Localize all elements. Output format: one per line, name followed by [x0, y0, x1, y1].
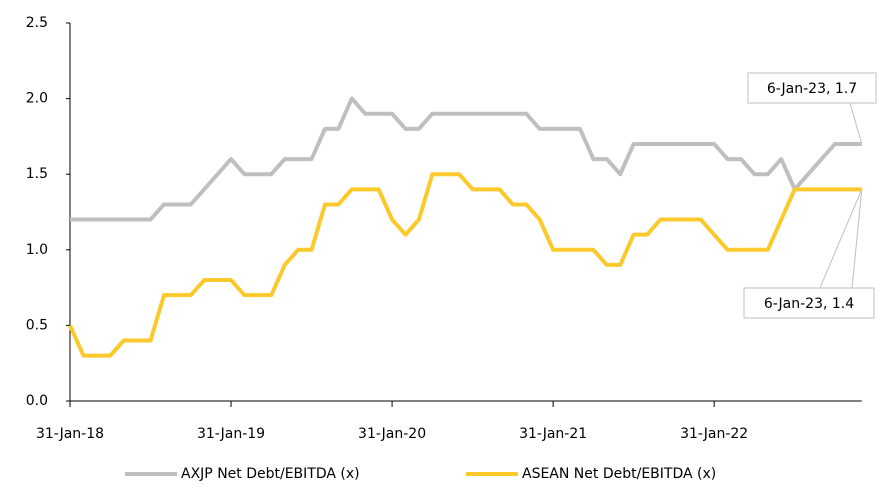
x-tick-label: 31-Jan-19 — [197, 426, 265, 442]
y-tick-label: 1.5 — [26, 166, 48, 182]
y-tick-label: 0.5 — [26, 317, 48, 333]
annotation-box — [747, 72, 877, 104]
annotation: 6-Jan-23, 1.4 — [764, 296, 854, 312]
leader-line — [819, 189, 863, 289]
x-tick-label: 31-Jan-20 — [358, 426, 426, 442]
x-tick-label: 31-Jan-21 — [519, 426, 587, 442]
leader-line — [849, 102, 863, 145]
series-line — [70, 96, 862, 222]
y-tick-label: 0.0 — [26, 393, 48, 409]
x-tick-label: 31-Jan-22 — [680, 426, 748, 442]
legend-label: ASEAN Net Debt/EBITDA (x) — [522, 466, 716, 482]
y-tick-label: 2.5 — [26, 15, 48, 31]
legend-label: AXJP Net Debt/EBITDA (x) — [181, 466, 360, 482]
series-line — [68, 172, 862, 358]
leader-line — [851, 189, 863, 289]
annotation: 6-Jan-23, 1.7 — [767, 81, 857, 97]
x-tick-label: 31-Jan-18 — [36, 426, 104, 442]
annotation-box — [743, 287, 875, 319]
y-tick-label: 1.0 — [26, 242, 48, 258]
y-tick-label: 2.0 — [26, 91, 48, 107]
